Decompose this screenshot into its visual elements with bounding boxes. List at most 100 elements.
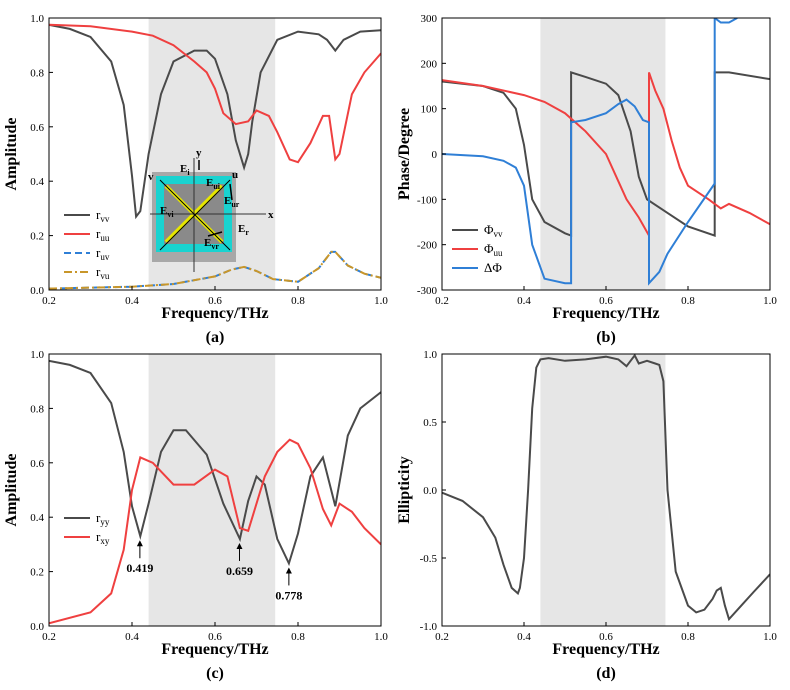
unit-cell-inset: y x u v Ei Er Eui Eur Evi Evr [148,147,274,272]
series-line-rvu [49,250,381,290]
panel-b: 0.2 0.4 0.6 0.8 1.0 -300 -200 -100 0 100 200 300 Fre… [396,13,777,346]
x-tick-label: 0.6 [599,295,613,307]
annotation-arrow-head [285,567,292,574]
y-tick-label: 0.2 [30,231,44,243]
y-tick-label: -0.5 [420,553,438,565]
legend-label: rvu [96,264,110,281]
x-tick-label: 1.0 [374,631,388,643]
panel-label: (b) [596,329,616,346]
x-tick-label: 0.8 [291,295,305,307]
inset-label-y: y [196,147,202,159]
x-tick-label: 0.6 [208,631,222,643]
inset-label-evi: Evi [160,205,174,219]
series-line-ruu [49,23,381,164]
bandwidth-shade [540,18,666,290]
annotation-arrow-head [236,542,243,549]
x-tick-label: 0.4 [125,631,139,643]
x-tick-label: 0.4 [517,295,531,307]
y-tick-label: 0.4 [30,512,44,524]
x-tick-label: 0.4 [517,631,531,643]
x-tick-label: 0.2 [42,295,56,307]
x-axis-label: Frequency/THz [552,305,659,322]
legend-label: rvv [96,207,110,224]
legend-label: ruv [96,245,110,262]
x-axis-label: Frequency/THz [161,305,268,322]
x-tick-label: 1.0 [374,295,388,307]
y-tick-label: 0.2 [30,567,44,579]
inset-label-ei: Ei [180,163,190,177]
inset-u-axis [159,179,231,251]
annotation-label: 0.659 [226,564,253,578]
x-tick-label: 0.4 [125,295,139,307]
inset-evr-arrow [207,231,223,237]
x-axis-label: Frequency/THz [161,641,268,658]
annotation: 0.778 [275,567,302,602]
plot-layer: 0.2 0.4 0.6 0.8 1.0 -300 -200 -100 0 100 200 300 Fre… [396,13,777,346]
x-tick-label: 0.8 [681,631,695,643]
inset-label-er: Er [238,223,249,237]
panel-label: (c) [206,665,224,682]
inset-eur-arrow [229,183,233,201]
legend-label: ruu [96,226,110,243]
y-tick-label: 0.8 [30,403,44,415]
y-tick-label: -100 [417,194,438,206]
x-tick-label: 0.8 [681,295,695,307]
y-tick-label: 0.6 [30,458,44,470]
inset-label-eur: Eur [224,195,240,209]
x-axis-label: Frequency/THz [552,641,659,658]
bandwidth-shade [540,354,666,626]
legend-label: Φuu [484,241,503,258]
y-tick-label: 0.8 [30,67,44,79]
series-line-rvv [49,23,381,220]
y-tick-label: 0.5 [423,417,437,429]
legend: rvv ruu ruv rvu [64,207,110,281]
legend-label: Φvv [484,222,503,239]
plot-layer: 0.2 0.4 0.6 0.8 1.0 -1.0 -0.5 0.0 0.5 1.0 Frequenc… [396,349,777,682]
series-line-ellipticity [442,354,770,622]
panel-label: (d) [596,665,616,682]
x-tick-label: 0.6 [599,631,613,643]
x-tick-label: 0.2 [435,295,449,307]
y-tick-label: 1.0 [30,349,44,361]
legend-label: ryy [96,510,110,527]
y-tick-label: 100 [421,104,438,116]
y-tick-label: -300 [417,285,438,297]
x-tick-label: 0.8 [291,631,305,643]
y-axis-label: Phase/Degree [396,108,413,200]
series-line-ryy [49,359,381,567]
legend-label: rxy [96,529,110,546]
x-tick-label: 0.2 [42,631,56,643]
legend-label: ΔΦ [484,260,502,275]
panel-c: 0.2 0.4 0.6 0.8 1.00.00.20.40.60.81.0Frequen… [3,349,388,682]
inset-label-eui: Eui [206,177,221,191]
panel-label: (a) [206,329,225,346]
panel-a: 0.2 0.4 0.6 0.8 1.00.00.20.40.60.81.0Frequen… [3,13,388,346]
series-line-vv [442,71,770,238]
y-tick-label: 0.0 [423,485,437,497]
x-tick-label: 0.2 [435,631,449,643]
series-line-ruv [49,250,381,290]
annotation: 0.659 [226,542,253,578]
bandwidth-shade [148,354,276,626]
y-tick-label: 1.0 [30,13,44,25]
panel-d: 0.2 0.4 0.6 0.8 1.0 -1.0 -0.5 0.0 0.5 1.0 Frequenc… [396,349,777,682]
y-axis-label: Amplitude [3,118,20,191]
y-tick-label: -1.0 [420,621,438,633]
x-tick-label: 1.0 [763,295,777,307]
x-tick-label: 0.6 [208,295,222,307]
series-line- [442,18,738,286]
annotation-label: 0.419 [126,561,153,575]
annotation-label: 0.778 [275,588,302,602]
y-tick-label: 300 [421,13,438,25]
inset-label-v: v [148,171,154,183]
annotation: 0.419 [126,540,153,575]
annotation-arrow-head [136,540,143,547]
inset-label-u: u [232,169,238,181]
plot-layer: 0.2 0.4 0.6 0.8 1.00.00.20.40.60.81.0Frequen… [3,349,388,682]
y-tick-label: 0.4 [30,176,44,188]
series-line-rxy [49,438,381,625]
inset-label-x: x [268,209,274,221]
y-tick-label: 200 [421,58,438,70]
y-tick-label: 0.0 [30,621,44,633]
y-tick-label: 0 [432,149,438,161]
